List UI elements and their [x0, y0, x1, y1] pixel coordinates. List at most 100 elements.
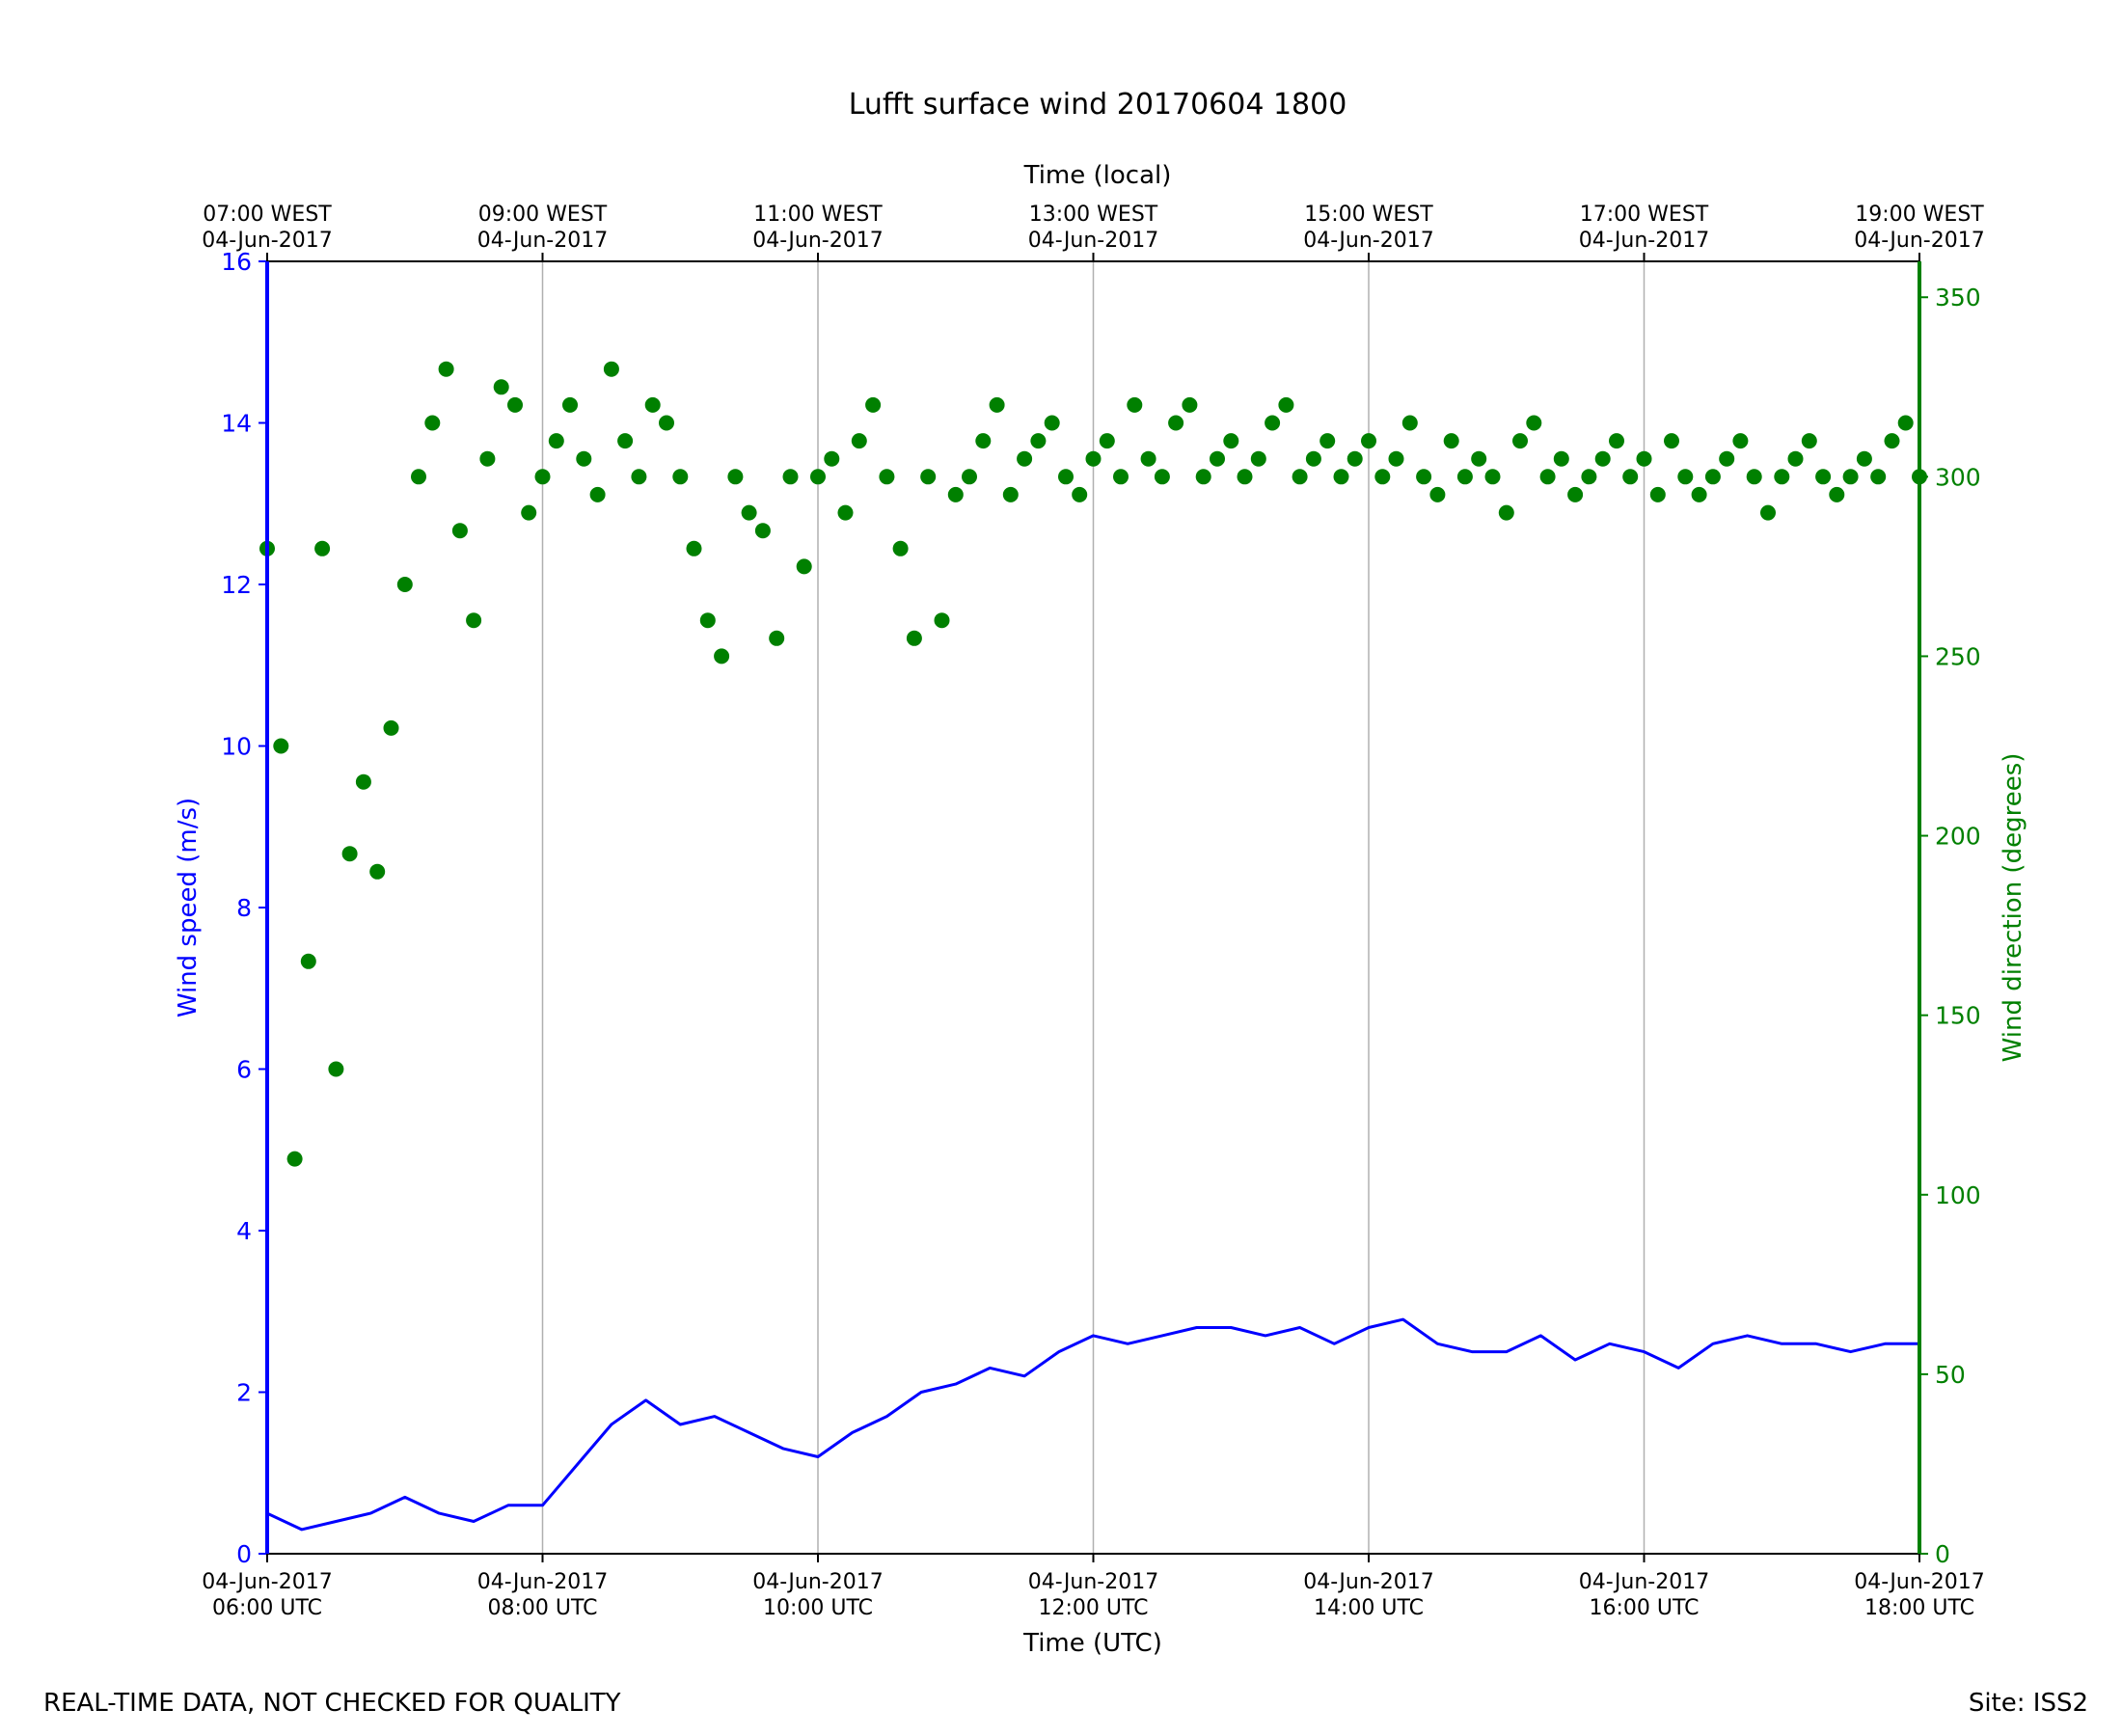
wind-direction-point [562, 396, 578, 413]
left-tick-label: 10 [221, 733, 252, 761]
wind-direction-point [341, 846, 358, 862]
right-tick-label: 250 [1935, 642, 1981, 670]
top-tick-time: 19:00 WEST [1855, 203, 1984, 227]
wind-direction-point [1471, 450, 1487, 467]
wind-direction-point [741, 504, 757, 521]
right-axis-ticks: 0 50 100 150 200 250 300 350 [1919, 284, 1981, 1568]
footer-site: Site: ISS2 [1969, 1689, 2088, 1718]
wind-direction-point [672, 469, 689, 485]
wind-direction-point [1649, 486, 1666, 502]
wind-direction-point [796, 558, 812, 575]
direction-series [259, 361, 1927, 1167]
wind-direction-point [851, 433, 867, 449]
wind-direction-point [1609, 433, 1624, 449]
bottom-tick-time: 16:00 UTC [1589, 1596, 1699, 1620]
wind-direction-point [286, 1151, 303, 1167]
bottom-tick-date: 04-Jun-2017 [1579, 1570, 1709, 1594]
wind-direction-point [451, 523, 468, 539]
wind-direction-point [1416, 469, 1432, 485]
left-tick-label: 12 [221, 571, 252, 599]
left-tick-label: 16 [221, 248, 252, 276]
wind-direction-point [1760, 504, 1776, 521]
wind-direction-point [438, 361, 454, 377]
wind-direction-point [383, 719, 399, 736]
wind-direction-point [1210, 450, 1225, 467]
wind-direction-point [493, 379, 509, 395]
wind-direction-point [1154, 469, 1170, 485]
wind-direction-point [355, 773, 371, 790]
right-tick-label: 0 [1935, 1540, 1950, 1568]
wind-direction-point [1870, 469, 1887, 485]
wind-direction-point [1581, 469, 1597, 485]
wind-direction-point [631, 469, 647, 485]
wind-direction-point [644, 396, 661, 413]
wind-direction-point [989, 396, 1005, 413]
top-tick-date: 04-Jun-2017 [752, 229, 883, 253]
wind-direction-point [1567, 486, 1584, 502]
wind-direction-point [1265, 415, 1281, 431]
top-tick-time: 09:00 WEST [478, 203, 608, 227]
bottom-tick-time: 10:00 UTC [763, 1596, 873, 1620]
footer-disclaimer: REAL-TIME DATA, NOT CHECKED FOR QUALITY [43, 1689, 621, 1718]
bottom-tick-time: 12:00 UTC [1038, 1596, 1148, 1620]
wind-direction-point [1168, 415, 1184, 431]
wind-direction-point [810, 469, 826, 485]
right-tick-label: 100 [1935, 1181, 1981, 1209]
right-tick-label: 150 [1935, 1002, 1981, 1030]
wind-direction-point [1746, 469, 1762, 485]
top-tick-date: 04-Jun-2017 [1579, 229, 1709, 253]
top-tick-date: 04-Jun-2017 [202, 229, 332, 253]
wind-direction-point [603, 361, 619, 377]
wind-direction-point [1127, 396, 1143, 413]
bottom-tick-time: 08:00 UTC [487, 1596, 597, 1620]
chart-title: Lufft surface wind 20170604 1800 [849, 88, 1347, 122]
wind-direction-point [1691, 486, 1707, 502]
top-tick-date: 04-Jun-2017 [1854, 229, 1984, 253]
left-tick-label: 0 [236, 1540, 252, 1568]
left-tick-label: 8 [236, 894, 252, 922]
wind-direction-point [1237, 469, 1253, 485]
wind-direction-point [1278, 396, 1294, 413]
left-tick-label: 14 [221, 410, 252, 438]
wind-direction-point [1664, 433, 1679, 449]
wind-direction-point [1319, 433, 1336, 449]
wind-direction-point [962, 469, 977, 485]
bottom-tick-date: 04-Jun-2017 [1854, 1570, 1984, 1594]
wind-direction-point [1636, 450, 1652, 467]
wind-direction-point [466, 612, 482, 629]
wind-direction-point [1856, 450, 1872, 467]
bottom-tick-date: 04-Jun-2017 [477, 1570, 608, 1594]
wind-direction-point [1347, 450, 1363, 467]
bottom-tick-date: 04-Jun-2017 [202, 1570, 332, 1594]
bottom-tick-date: 04-Jun-2017 [752, 1570, 883, 1594]
wind-direction-point [1456, 469, 1473, 485]
wind-direction-point [1512, 433, 1528, 449]
wind-direction-point [534, 469, 551, 485]
wind-direction-point [1361, 433, 1376, 449]
wind-direction-point [1292, 469, 1308, 485]
top-tick-time: 13:00 WEST [1029, 203, 1158, 227]
wind-direction-point [1182, 396, 1198, 413]
top-tick-date: 04-Jun-2017 [477, 229, 608, 253]
wind-direction-point [507, 396, 523, 413]
wind-direction-point [1484, 469, 1501, 485]
wind-direction-point [934, 612, 950, 629]
wind-direction-point [714, 648, 730, 665]
wind-direction-point [699, 612, 716, 629]
wind-direction-point [769, 630, 785, 646]
bottom-tick-date: 04-Jun-2017 [1303, 1570, 1433, 1594]
speed-series [266, 1317, 1919, 1532]
wind-direction-point [1884, 433, 1900, 449]
wind-direction-point [1195, 469, 1211, 485]
top-tick-time: 07:00 WEST [203, 203, 332, 227]
wind-direction-point [782, 469, 799, 485]
wind-direction-point [659, 415, 674, 431]
x-axis-label: Time (UTC) [1022, 1629, 1162, 1658]
top-tick-time: 15:00 WEST [1304, 203, 1433, 227]
wind-direction-point [920, 469, 937, 485]
bottom-tick-time: 06:00 UTC [212, 1596, 322, 1620]
wind-direction-point [1787, 450, 1804, 467]
wind-direction-point [1388, 450, 1404, 467]
